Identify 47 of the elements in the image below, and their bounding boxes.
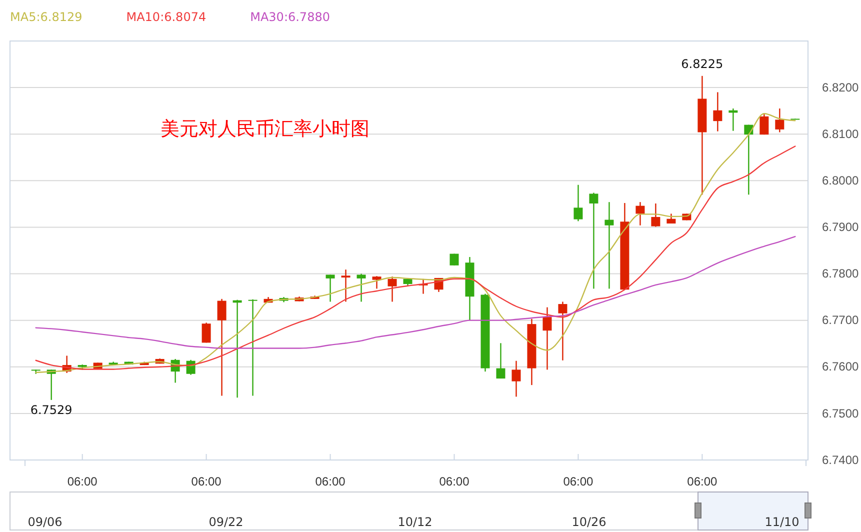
candlestick <box>651 202 660 228</box>
text: MA30:6.7880 <box>250 10 330 24</box>
candlestick <box>636 201 645 226</box>
x-tick-label: 06:00 <box>67 474 98 489</box>
candlestick <box>542 306 552 370</box>
candlestick <box>496 342 506 380</box>
x-tick-label: 06:00 <box>439 474 470 489</box>
candlestick <box>574 184 583 222</box>
candlestick <box>713 92 722 132</box>
text: MA5:6.8129 <box>10 10 82 24</box>
candlestick <box>372 276 382 290</box>
text: 09/22 <box>208 515 244 529</box>
text: 10/26 <box>572 515 606 529</box>
y-tick-label: 6.7600 <box>822 360 860 374</box>
candlestick <box>356 273 366 302</box>
candlestick <box>760 113 769 136</box>
annotation: 6.8225 <box>681 56 724 71</box>
line-series <box>35 236 796 349</box>
y-tick-label: 6.8100 <box>822 126 860 141</box>
y-tick-label: 6.7500 <box>822 406 860 420</box>
candlestick <box>589 192 598 290</box>
x-tick-label: 06:00 <box>315 474 346 489</box>
x-tick-label: 06:00 <box>687 474 718 489</box>
y-tick-label: 6.7400 <box>822 452 860 467</box>
y-tick-label: 6.8200 <box>822 80 860 94</box>
candlestick <box>217 298 226 396</box>
annotation: 6.7529 <box>30 402 72 417</box>
text: 10/12 <box>398 515 432 529</box>
candlestick <box>558 301 568 361</box>
candlestick <box>512 360 521 398</box>
x-tick-label: 06:00 <box>191 474 222 489</box>
candlestick <box>604 201 614 290</box>
candlestick <box>775 108 784 133</box>
candlestick <box>341 268 350 302</box>
y-tick-label: 6.7700 <box>822 313 860 328</box>
text: 11/10 <box>764 515 800 529</box>
candlestick <box>326 274 335 302</box>
candlestick <box>388 276 397 302</box>
text: MA10:6.8074 <box>126 10 206 24</box>
candlestick <box>248 298 258 396</box>
text: 美元对人民币汇率小时图 <box>160 118 370 140</box>
x-tick-label: 06:00 <box>563 474 594 489</box>
candlestick <box>202 322 211 344</box>
y-tick-label: 6.7800 <box>822 266 860 281</box>
y-tick-label: 6.7900 <box>822 220 860 234</box>
text: 09/06 <box>28 515 62 529</box>
y-tick-label: 6.8000 <box>822 174 860 188</box>
